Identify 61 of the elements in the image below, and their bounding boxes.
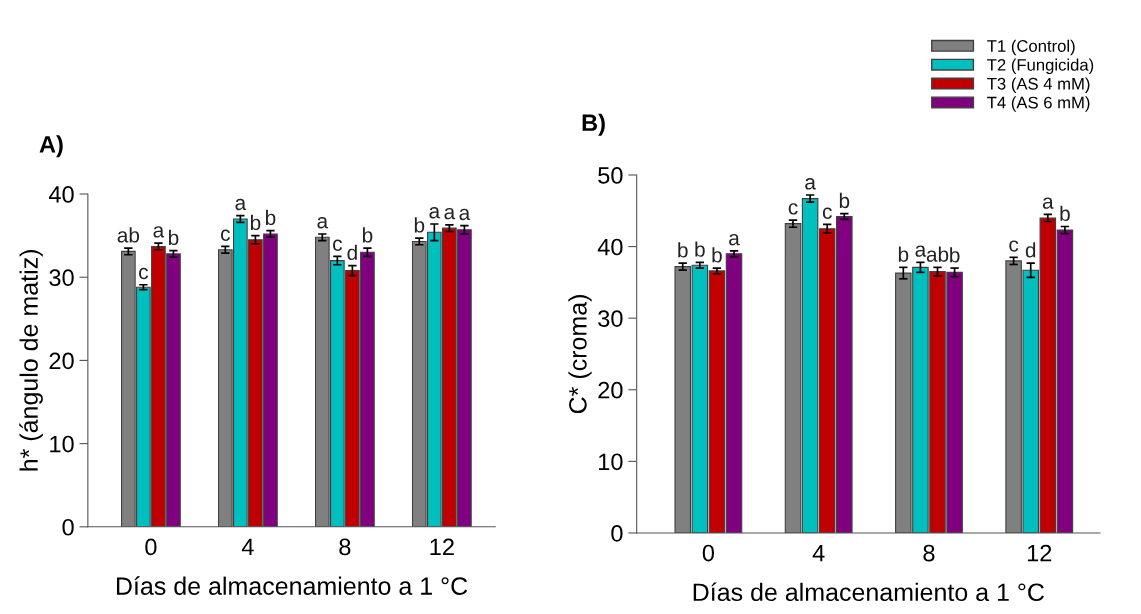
y-tick-label: 10 [599,453,623,471]
data-label: b [712,247,722,263]
y-tick-label: 40 [48,186,74,203]
x-axis-title: Días de almacenamiento a 1 °C [693,582,1044,602]
data-label: a [459,208,471,221]
x-tick-label: 12 [1027,544,1052,562]
data-label: b [265,209,276,226]
x-tick-label: 4 [241,538,254,556]
y-tick-label: 50 [598,167,623,184]
data-label: c [139,267,149,280]
data-label: b [898,246,909,262]
x-tick-label: 12 [430,538,454,556]
data-label: c [1009,240,1019,252]
chart-title: A) [39,135,63,158]
data-label: c [221,229,230,241]
x-tick-label: 8 [923,544,935,562]
data-label: a [444,207,456,220]
data-label: c [822,207,832,219]
data-label: b [169,229,179,246]
data-label: b [839,192,850,209]
x-tick-label: 0 [702,544,715,562]
data-label: b [1060,205,1070,222]
x-tick-label: 0 [145,538,157,556]
data-label: c [333,239,343,251]
y-tick-label: 0 [62,518,74,536]
y-tick-label: 0 [611,525,623,542]
data-label: a [1042,197,1054,209]
legend-label: T1 (Control) [987,39,1075,56]
y-axis-title: C* (croma) [568,295,592,414]
data-label: b [362,227,373,243]
y-tick-label: 20 [49,352,74,370]
y-axis-title: h* (ángulo de matiz) [19,250,43,471]
y-tick-label: 30 [598,310,623,327]
data-label: b [950,247,960,263]
x-axis-title: Días de almacenamiento a 1 °C [116,576,468,595]
data-label: a [235,198,247,211]
legend-label: T3 (AS 4 mM) [987,77,1090,93]
data-label: a [729,233,740,246]
legend-label: T2 (Fungicida) [987,58,1094,75]
data-label: a [915,245,927,257]
data-label: b [414,217,425,233]
legend-label: T4 (AS 6 mM) [987,96,1090,112]
y-tick-label: 40 [597,238,623,256]
y-tick-label: 10 [50,435,74,453]
data-label: ab [117,227,140,243]
data-label: a [805,178,816,190]
data-label: b [695,241,705,257]
data-label: a [317,217,329,229]
data-label: d [347,244,357,261]
data-label: a [153,226,165,238]
data-label: a [429,207,441,219]
data-label: ab [926,246,949,262]
data-label: d [1025,242,1036,258]
data-label: b [250,214,261,231]
y-tick-label: 20 [598,381,623,399]
y-tick-label: 30 [49,269,74,287]
x-tick-label: 8 [339,538,351,556]
data-label: c [788,203,798,215]
x-tick-label: 4 [812,544,825,562]
data-label: b [678,242,688,258]
chart-title: B) [582,113,605,136]
